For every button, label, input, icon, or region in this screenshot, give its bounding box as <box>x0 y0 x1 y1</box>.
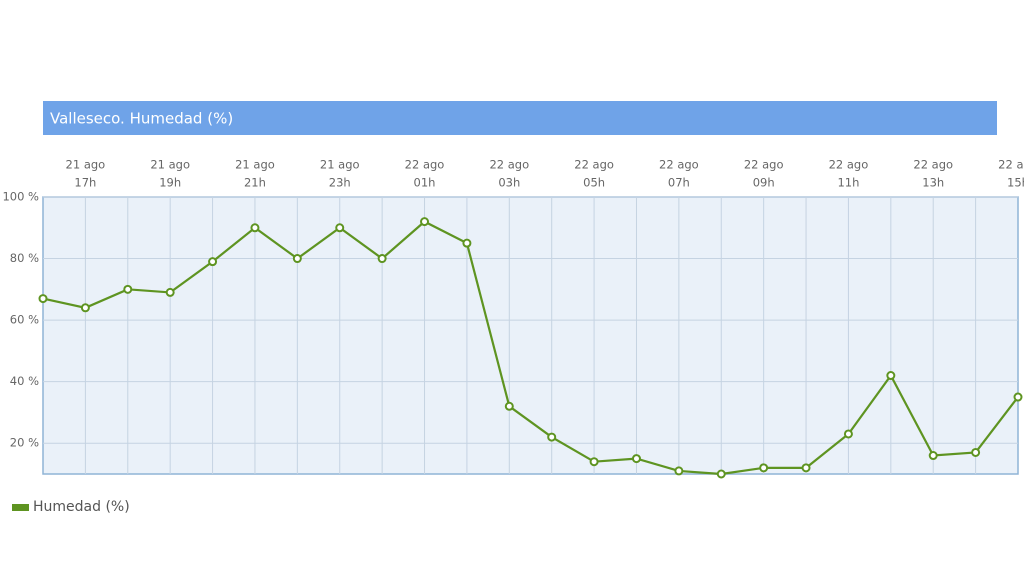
data-point <box>38 294 48 304</box>
data-point <box>420 217 430 227</box>
data-point <box>208 257 218 267</box>
x-tick-label: 22 ago <box>659 158 699 172</box>
data-point <box>759 463 769 473</box>
x-tick-label: 13h <box>922 176 944 190</box>
data-point <box>886 371 896 381</box>
x-tick-label: 03h <box>498 176 520 190</box>
y-tick-label: 20 % <box>10 436 39 450</box>
data-point <box>335 223 345 233</box>
x-tick-label: 15h <box>1007 176 1024 190</box>
data-point <box>250 223 260 233</box>
x-tick-label: 21 ago <box>66 158 106 172</box>
plot-area <box>42 196 1019 475</box>
data-point <box>716 469 726 479</box>
data-point <box>1013 392 1023 402</box>
x-tick-label: 05h <box>583 176 605 190</box>
data-point <box>589 457 599 467</box>
x-tick-label: 23h <box>329 176 351 190</box>
x-tick-label: 09h <box>753 176 775 190</box>
x-tick-label: 22 ago <box>829 158 869 172</box>
x-tick-label: 21 ago <box>320 158 360 172</box>
data-point <box>547 432 557 442</box>
x-tick-label: 21h <box>244 176 266 190</box>
x-tick-label: 21 ago <box>235 158 275 172</box>
y-tick-label: 100 % <box>2 190 39 204</box>
data-point <box>504 401 514 411</box>
data-point <box>631 454 641 464</box>
x-tick-label: 22 ago <box>574 158 614 172</box>
x-tick-label: 21 ago <box>150 158 190 172</box>
data-point <box>377 254 387 264</box>
data-line <box>42 220 1019 476</box>
x-tick-label: 01h <box>414 176 436 190</box>
data-point <box>80 303 90 313</box>
x-tick-label: 11h <box>837 176 859 190</box>
legend-label: Humedad (%) <box>33 499 130 515</box>
y-tick-label: 60 % <box>10 313 39 327</box>
x-tick-label: 17h <box>74 176 96 190</box>
x-tick-label: 07h <box>668 176 690 190</box>
data-point <box>292 254 302 264</box>
data-point <box>462 238 472 248</box>
x-tick-label: 19h <box>159 176 181 190</box>
data-point <box>971 447 981 457</box>
x-tick-label: 22 ago <box>489 158 529 172</box>
x-tick-label: 22 ago <box>998 158 1024 172</box>
data-point <box>843 429 853 439</box>
x-tick-label: 22 ago <box>405 158 445 172</box>
x-tick-label: 22 ago <box>744 158 784 172</box>
y-tick-label: 40 % <box>10 374 39 388</box>
data-point <box>165 287 175 297</box>
data-point <box>674 466 684 476</box>
data-point <box>123 284 133 294</box>
legend-swatch <box>12 504 29 511</box>
title-bar <box>43 101 997 135</box>
x-tick-label: 22 ago <box>913 158 953 172</box>
y-tick-label: 80 % <box>10 251 39 265</box>
chart-title: Valleseco. Humedad (%) <box>50 110 233 128</box>
data-point <box>928 451 938 461</box>
data-point <box>801 463 811 473</box>
